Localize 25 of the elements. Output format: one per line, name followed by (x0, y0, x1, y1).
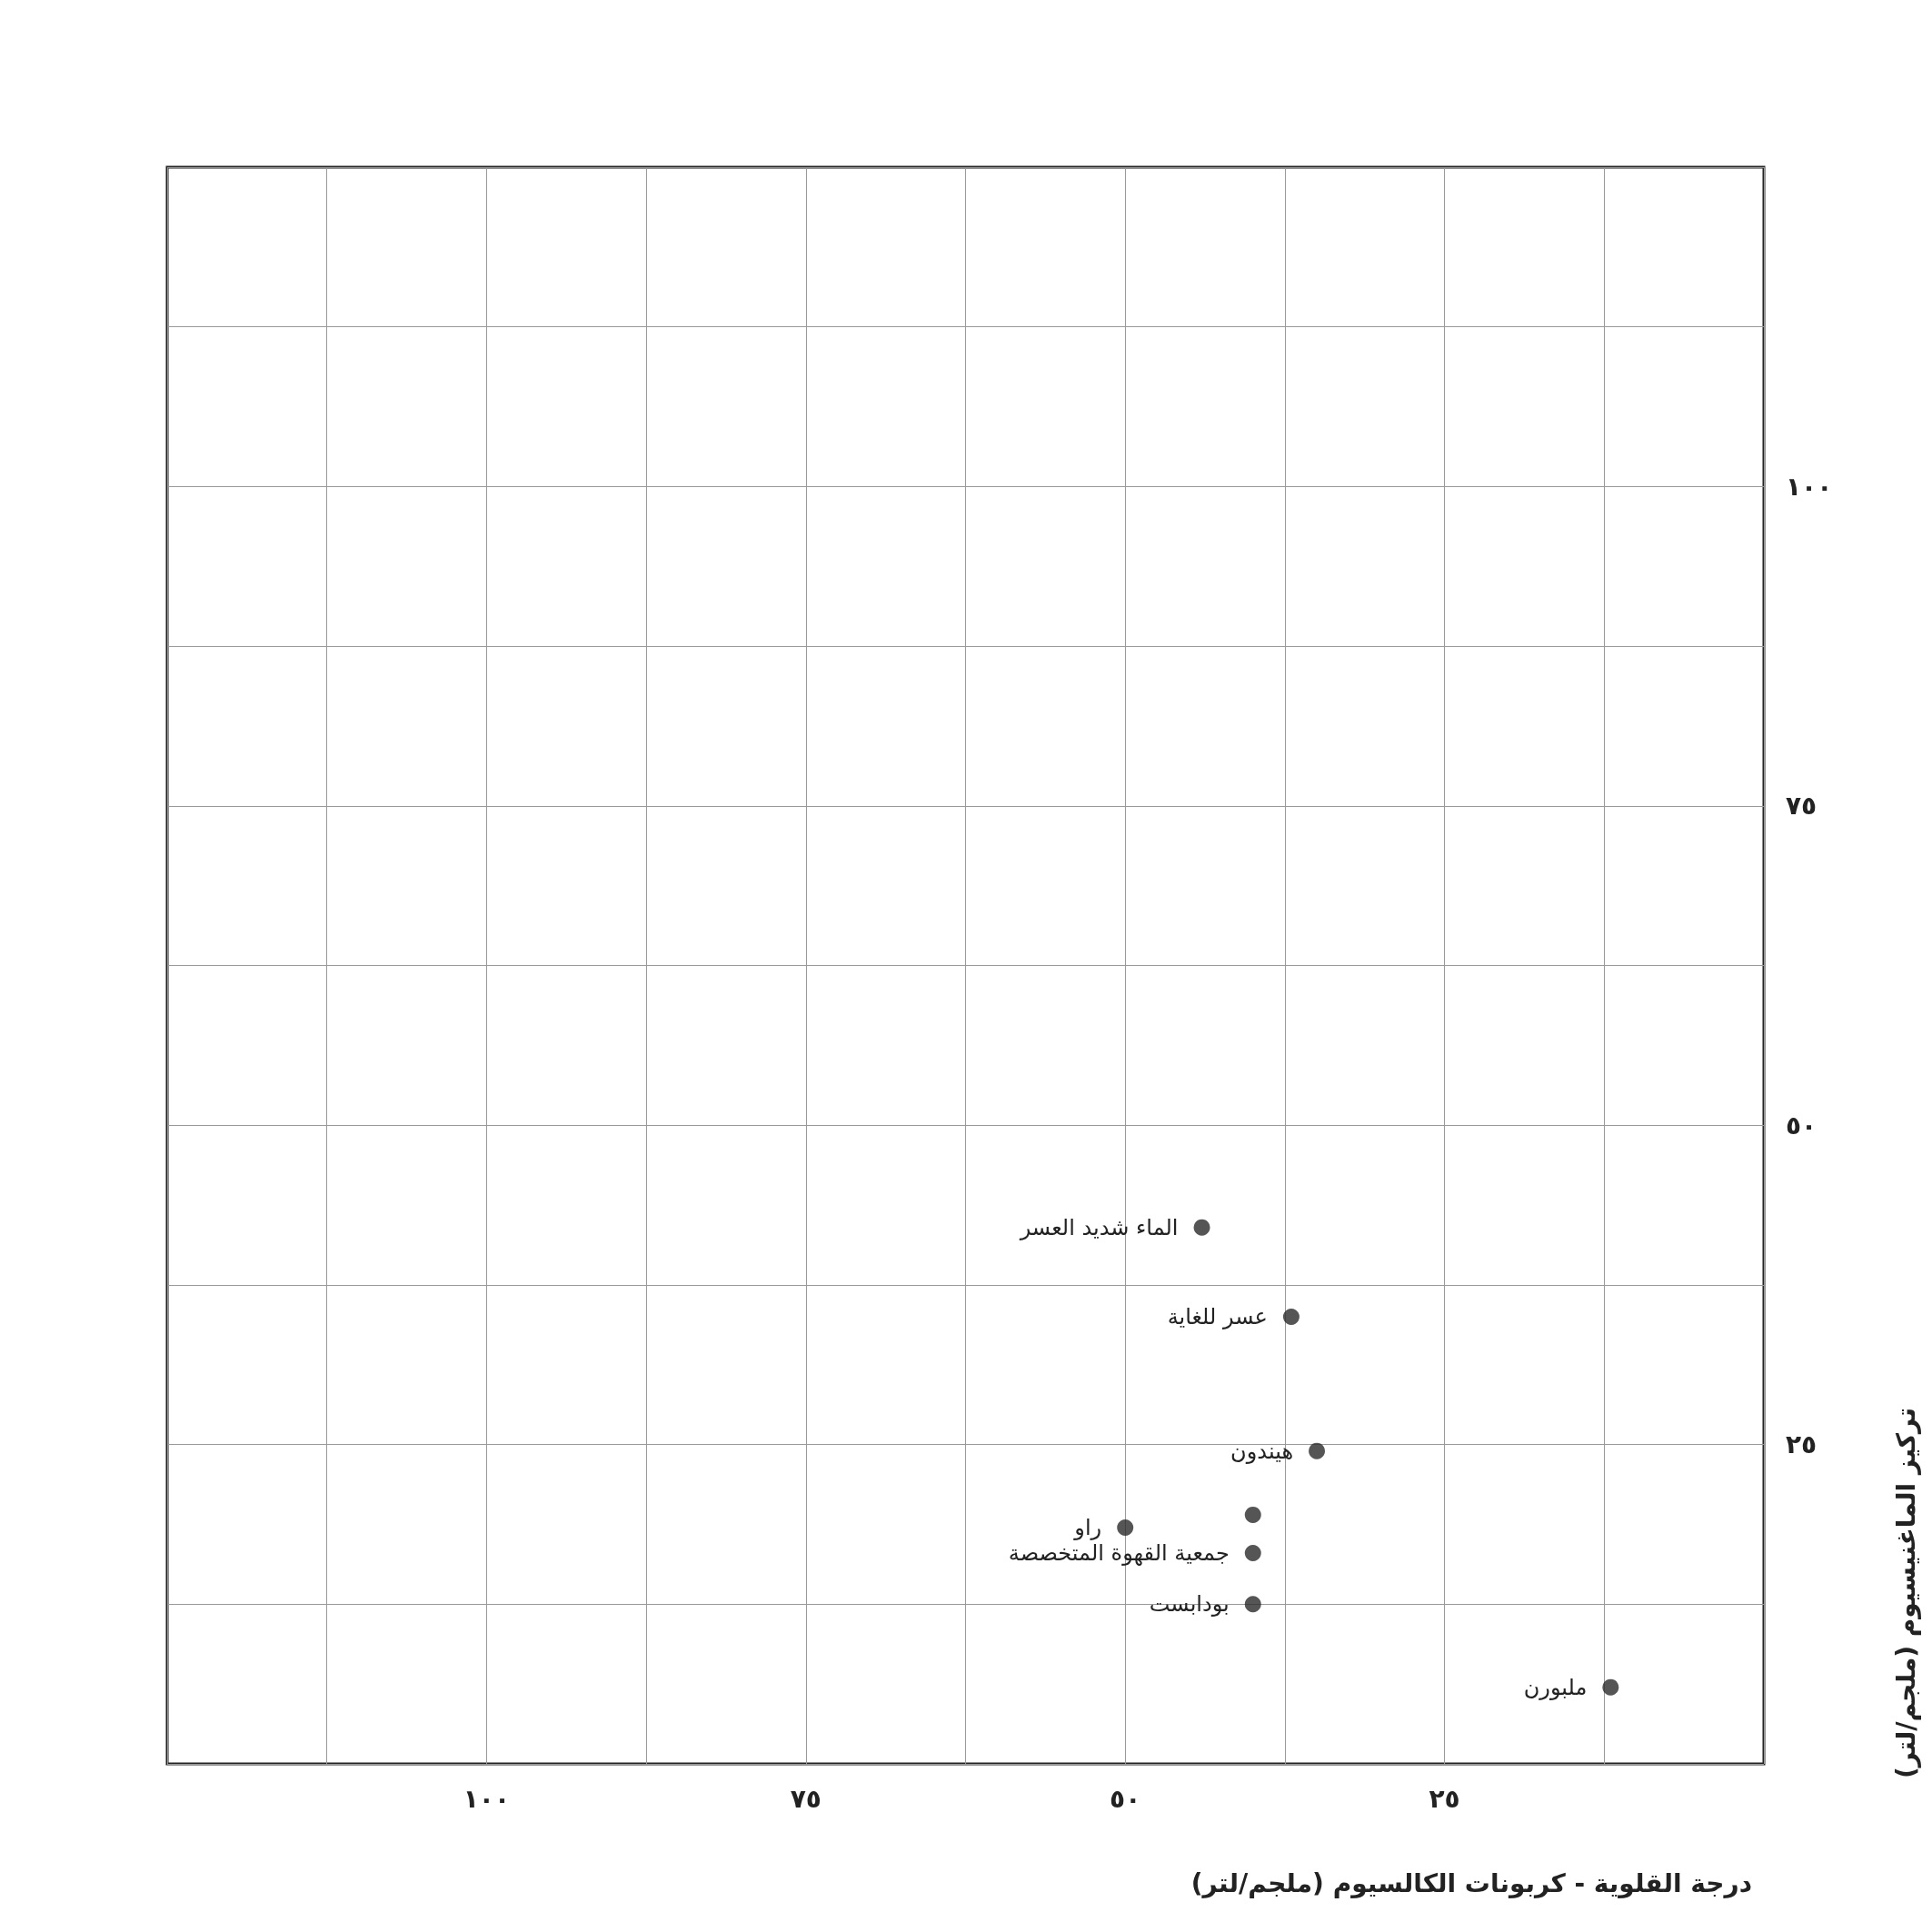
x-tick-label: ٧٥ (790, 1783, 822, 1814)
point (1193, 1219, 1210, 1236)
annotation: الماء شديد العسر (1019, 1214, 1179, 1240)
annotation: راو (1073, 1514, 1102, 1540)
point (1309, 1442, 1326, 1459)
y-tick-label: ١٠٠ (1786, 471, 1833, 502)
point (1602, 1678, 1619, 1696)
point (1282, 1309, 1300, 1326)
point (1117, 1519, 1134, 1536)
x-tick-label: ٥٠ (1110, 1783, 1141, 1814)
point (1244, 1506, 1261, 1523)
x-axis-title: درجة القلوية - كربونات الكالسيوم (ملجم/لتر) (1190, 1867, 1753, 1898)
y-tick-label: ٧٥ (1786, 791, 1817, 822)
annotation: بودابست (1149, 1591, 1230, 1618)
annotation: عسر للغاية (1167, 1304, 1268, 1330)
point (1244, 1545, 1261, 1562)
annotation: هيندون (1230, 1438, 1294, 1464)
point (1244, 1596, 1261, 1613)
x-tick-label: ١٠٠ (463, 1783, 511, 1814)
x-tick-label: ٢٥ (1429, 1783, 1460, 1814)
y-axis-title: تركيز الماغنيسيوم (ملجم/لتر) (1890, 1407, 1921, 1778)
y-tick-label: ٢٥ (1786, 1429, 1817, 1460)
annotation: جمعية القهوة المتخصصة (1008, 1540, 1230, 1567)
y-tick-label: ٥٠ (1786, 1110, 1817, 1140)
annotation: ملبورن (1523, 1674, 1588, 1700)
